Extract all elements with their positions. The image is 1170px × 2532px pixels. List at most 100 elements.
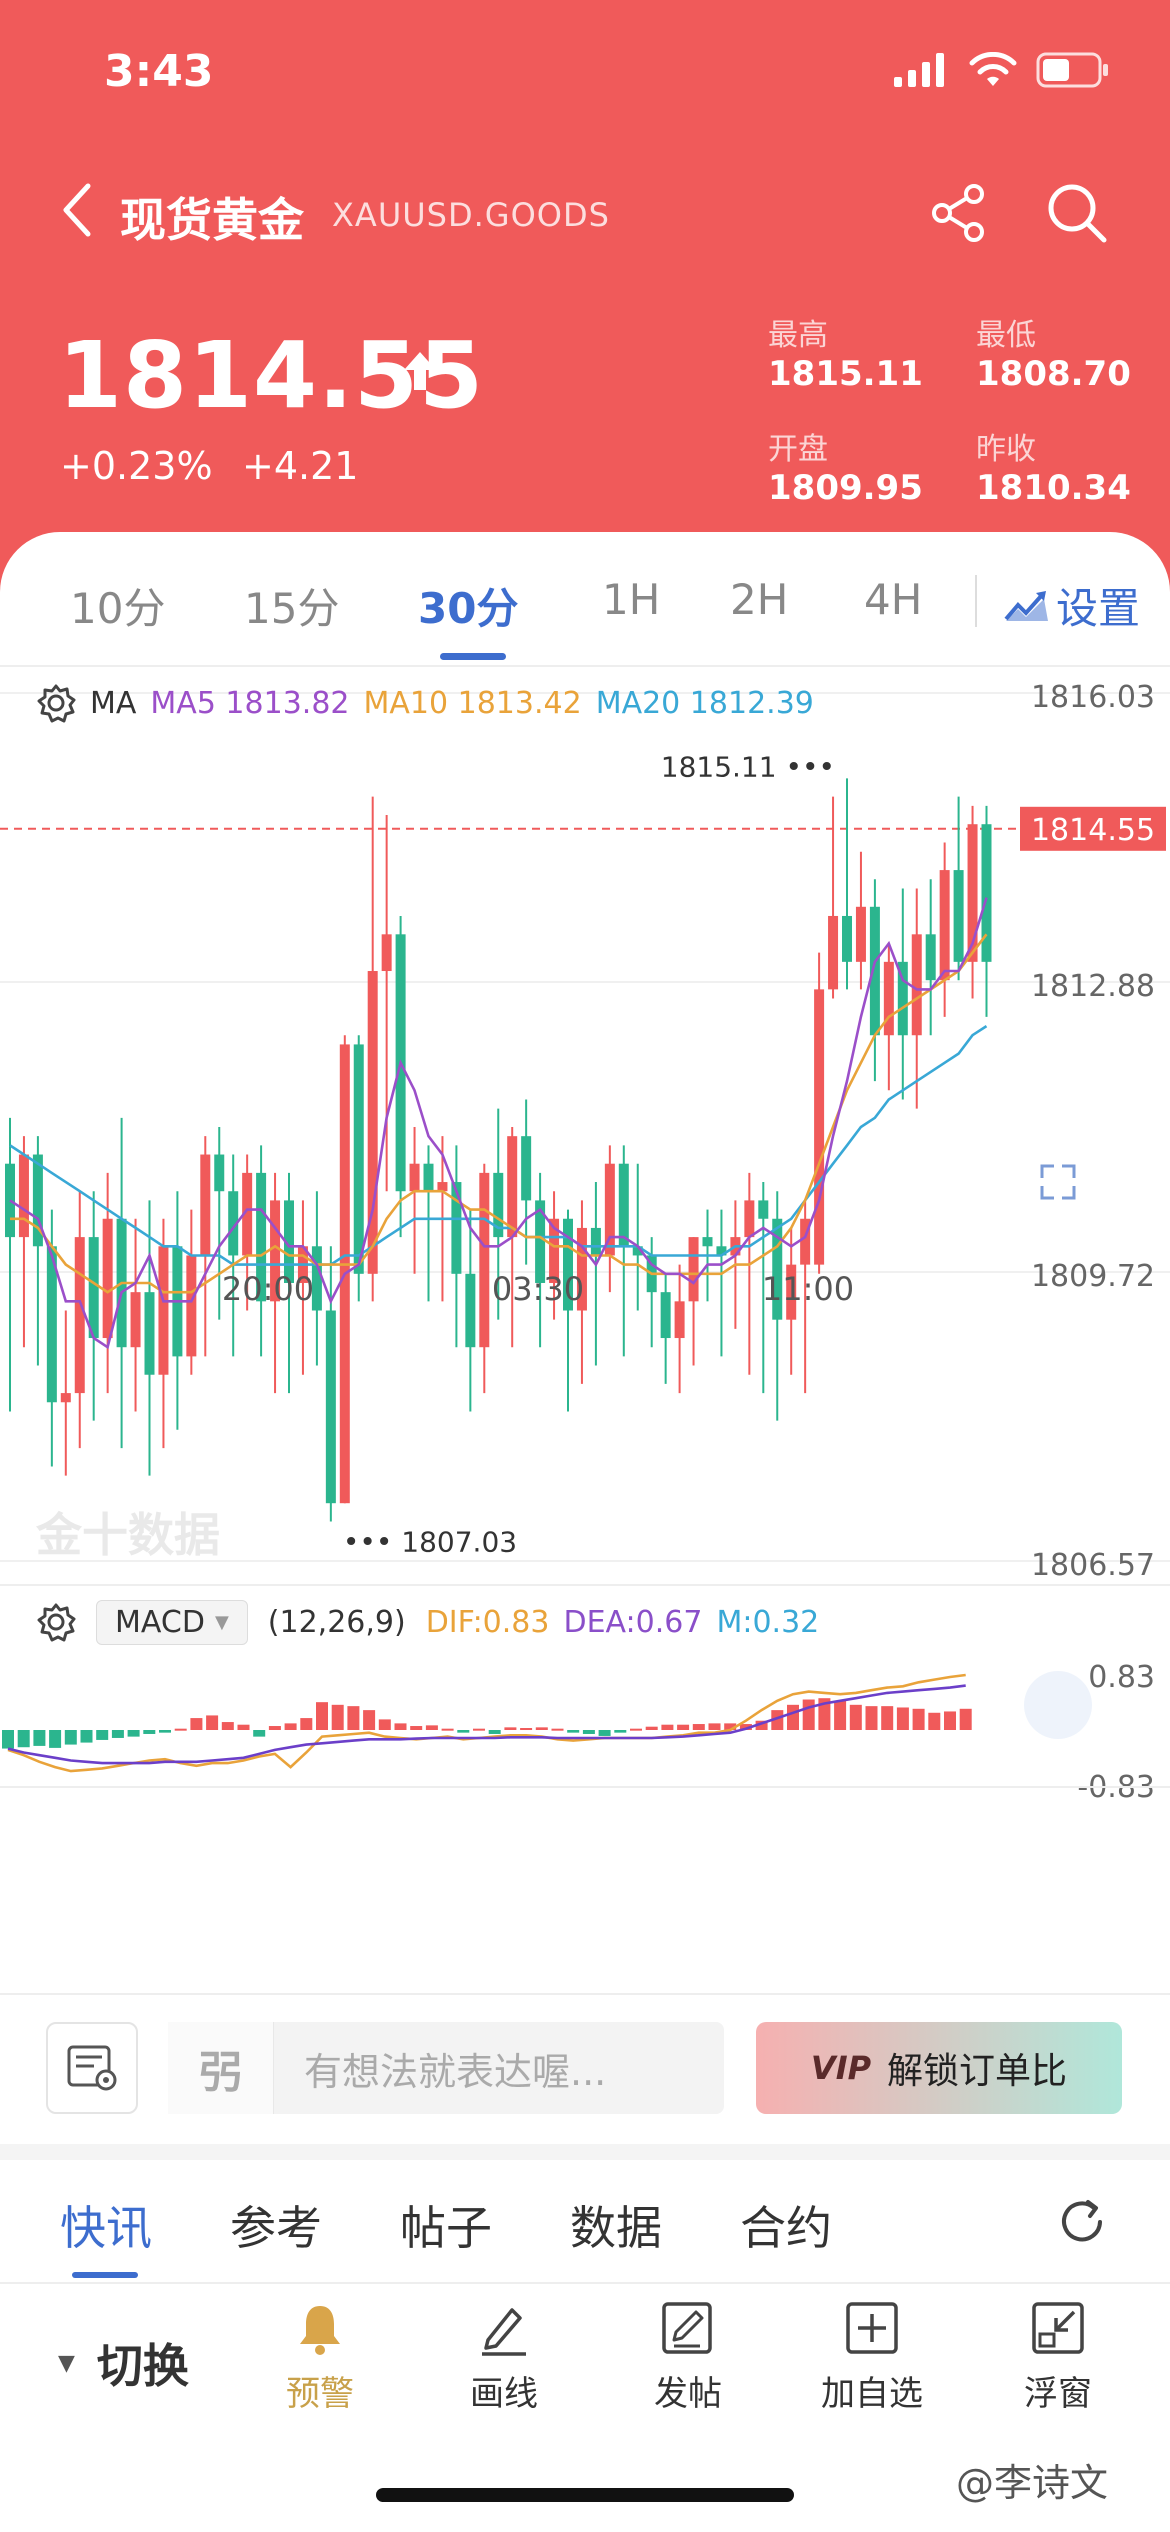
candle-body	[242, 1172, 253, 1256]
macd-bar	[316, 1702, 328, 1730]
low-label: 最低	[976, 318, 1036, 353]
tab-30min[interactable]: 30分	[418, 584, 519, 633]
candle-body	[284, 1200, 294, 1283]
switch-button[interactable]: ▼ 切换	[58, 2330, 189, 2396]
caret-down-icon: ▼	[214, 1611, 229, 1633]
macd-bar	[708, 1723, 721, 1730]
draw-line-label: 画线	[470, 2374, 538, 2414]
post-button[interactable]: 发帖	[618, 2300, 758, 2430]
macd-bar	[268, 1726, 281, 1730]
x-tick-label: 11:00	[762, 1270, 854, 1308]
macd-dif: DIF:0.83	[425, 1604, 550, 1640]
macd-bar	[802, 1699, 815, 1730]
ma5-value: MA5 1813.82	[150, 685, 350, 721]
share-icon[interactable]	[928, 182, 990, 244]
section-divider	[0, 2144, 1170, 2160]
tab-15min[interactable]: 15分	[244, 584, 340, 633]
candle-body	[702, 1237, 713, 1247]
draw-line-button[interactable]: 画线	[434, 2300, 574, 2430]
tab-flash-news[interactable]: 快讯	[60, 2201, 152, 2255]
back-icon[interactable]	[56, 180, 100, 240]
candle-body	[465, 1273, 476, 1348]
macd-params: (12,26,9)	[267, 1604, 406, 1640]
candle-body	[367, 971, 378, 1274]
chart-settings-button[interactable]: 设置	[1004, 575, 1140, 636]
fullscreen-icon	[1040, 1164, 1076, 1200]
gear-icon[interactable]	[36, 1602, 76, 1642]
ma10-line	[10, 933, 988, 1294]
float-window-button[interactable]: 浮窗	[988, 2300, 1128, 2430]
macd-bar	[363, 1710, 376, 1730]
kline-chart[interactable]: 1816.03 1812.88 1809.72 1806.57 金十数据 1814.55 1…	[0, 665, 1170, 1995]
current-price: 1814.55	[58, 322, 485, 429]
notes-icon	[67, 2045, 117, 2091]
fullscreen-bg	[1024, 1671, 1092, 1739]
prev-close-label: 昨收	[976, 432, 1036, 467]
add-watchlist-label: 加自选	[821, 2374, 923, 2414]
tab-contracts[interactable]: 合约	[740, 2201, 832, 2255]
current-price-label: 1814.55	[1031, 813, 1155, 848]
prev-close-value: 1810.34	[976, 468, 1131, 508]
macd-y-tick-label: 0.83	[1088, 1660, 1155, 1695]
macd-bar	[520, 1728, 533, 1731]
tab-10min[interactable]: 10分	[70, 584, 166, 633]
macd-bar	[630, 1728, 642, 1731]
macd-bar	[504, 1727, 517, 1730]
candle-body	[981, 824, 992, 962]
candle-body	[423, 1163, 434, 1192]
tab-posts[interactable]: 帖子	[400, 2201, 492, 2255]
tab-data[interactable]: 数据	[570, 2201, 662, 2255]
alert-button[interactable]: 预警	[250, 2300, 390, 2430]
candle-body	[228, 1191, 239, 1256]
post-label: 发帖	[654, 2374, 722, 2414]
candle-body	[674, 1301, 685, 1339]
ma-legend: MA MA5 1813.82 MA10 1813.42 MA20 1812.39	[36, 683, 814, 723]
refresh-icon[interactable]	[1056, 2196, 1108, 2248]
candle-body	[883, 961, 894, 1036]
candle-body	[800, 1218, 811, 1265]
indicator-select[interactable]: MACD ▼	[96, 1599, 248, 1645]
chart-area[interactable]	[0, 665, 1170, 1995]
pen-icon	[482, 2308, 526, 2356]
macd-bar	[300, 1718, 313, 1730]
tab-reference[interactable]: 参考	[230, 2201, 322, 2255]
macd-bar	[849, 1704, 862, 1730]
candle-body	[939, 870, 950, 981]
battery-icon	[1036, 52, 1108, 88]
candle-body	[18, 1154, 29, 1238]
macd-bar	[473, 1728, 485, 1731]
vip-badge: VIP	[810, 2049, 872, 2087]
footer-watermark: @李诗文	[956, 2461, 1109, 2505]
candle-body	[521, 1136, 532, 1201]
tab-2h[interactable]: 2H	[730, 575, 789, 624]
search-icon[interactable]	[1044, 180, 1108, 244]
news-tab-indicator	[72, 2272, 138, 2278]
macd-bar	[896, 1707, 909, 1730]
candle-body	[786, 1264, 797, 1320]
candle-body	[102, 1218, 113, 1339]
settings-label: 设置	[1056, 584, 1141, 633]
fullscreen-button[interactable]	[1024, 1164, 1092, 1739]
tab-4h[interactable]: 4H	[864, 575, 923, 624]
candle-body	[688, 1237, 699, 1302]
caret-down-icon: ▼	[58, 2350, 75, 2376]
gear-icon[interactable]	[36, 683, 76, 723]
candle-body	[311, 1246, 322, 1311]
candle-body	[60, 1393, 71, 1403]
add-watchlist-button[interactable]: 加自选	[802, 2300, 942, 2430]
ma-label: MA	[90, 685, 137, 721]
y-tick-label: 1809.72	[1031, 1259, 1155, 1294]
macd-bar	[284, 1723, 297, 1730]
tab-1h[interactable]: 1H	[602, 575, 661, 624]
candle-body	[660, 1292, 671, 1339]
notes-button[interactable]	[46, 2022, 138, 2114]
vip-unlock-label: 解锁订单比	[887, 2051, 1068, 2092]
candle-body	[381, 934, 392, 972]
candle-body	[590, 1227, 601, 1256]
macd-bar	[582, 1730, 595, 1734]
vip-unlock-button[interactable]: VIP 解锁订单比	[756, 2022, 1122, 2114]
macd-bar	[551, 1728, 564, 1731]
bell-icon	[300, 2306, 340, 2355]
status-icons	[894, 52, 1110, 88]
comment-input[interactable]: 弜 有想法就表达喔...	[168, 2022, 724, 2114]
